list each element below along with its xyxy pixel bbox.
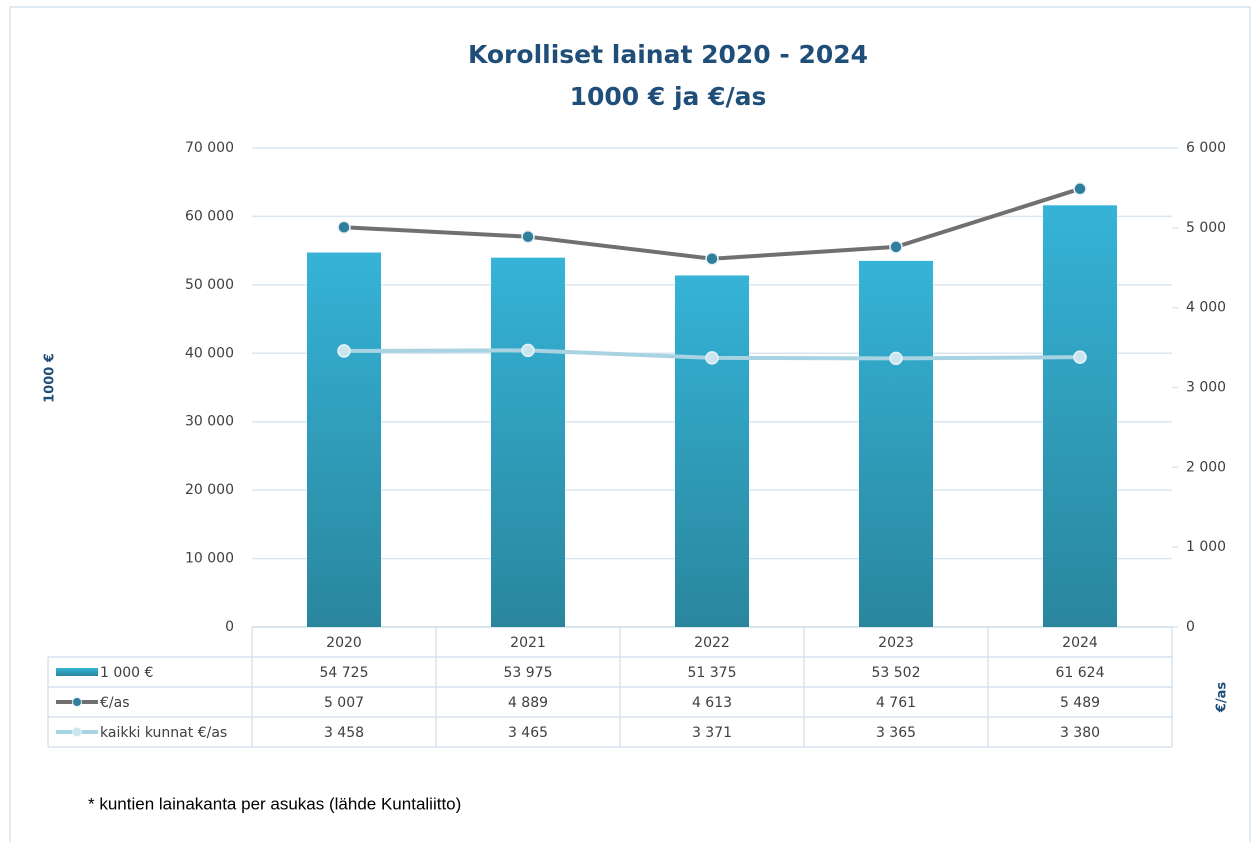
bar [491,257,565,627]
x-tick-label: 2020 [326,635,362,651]
y2-tick-label: 3 000 [1186,380,1226,396]
y-tick-label: 60 000 [185,208,234,224]
x-tick-label: 2024 [1062,635,1098,651]
y2-tick-label: 5 000 [1186,220,1226,236]
y-tick-label: 70 000 [185,140,234,156]
y-tick-label: 10 000 [185,551,234,567]
data-label: 53 975 [504,665,553,681]
footnote: * kuntien lainakanta per asukas (lähde K… [88,794,461,813]
legend-marker [72,727,82,737]
data-label: 61 624 [1056,665,1105,681]
marker [889,240,903,254]
legend-label: 1 000 € [100,665,153,681]
x-tick-label: 2022 [694,635,730,651]
data-label: 5 007 [324,695,364,711]
marker [889,351,903,366]
bar [307,252,381,627]
legend-swatch [56,668,98,676]
data-label: 3 465 [508,725,548,741]
legend-label: kaikki kunnat €/as [100,725,227,741]
y-tick-label: 0 [225,619,234,635]
data-label: 4 761 [876,695,916,711]
chart-subtitle: 1000 € ja €/as [570,82,767,111]
marker [337,344,351,358]
bar [859,260,933,627]
data-label: 51 375 [688,665,737,681]
y2-tick-label: 6 000 [1186,140,1226,156]
y-tick-label: 30 000 [185,414,234,430]
x-tick-label: 2021 [510,635,546,651]
line [343,186,1081,261]
chart-frame [9,6,1251,842]
data-label: 4 613 [692,695,732,711]
y2-tick-label: 2 000 [1186,459,1226,475]
y-axis-title: 1000 € [43,353,58,403]
y-tick-label: 20 000 [185,482,234,498]
data-label: 3 458 [324,725,364,741]
y-tick-label: 50 000 [185,277,234,293]
data-label: 5 489 [1060,695,1100,711]
data-label: 3 365 [876,725,916,741]
legend-marker [72,697,82,707]
data-label: 54 725 [320,665,369,681]
marker [1073,182,1087,196]
y2-tick-label: 0 [1186,619,1195,635]
marker [337,220,351,235]
legend-label: €/as [100,695,130,711]
marker [521,229,535,244]
data-label: 53 502 [872,665,921,681]
marker [521,343,535,358]
x-tick-label: 2023 [878,635,914,651]
chart-title: Korolliset lainat 2020 - 2024 [468,40,868,69]
y2-axis-title: €/as [1215,682,1230,714]
y2-tick-label: 4 000 [1186,300,1226,316]
marker [1073,350,1087,364]
bar [675,275,749,627]
y2-tick-label: 1 000 [1186,539,1226,555]
data-label: 4 889 [508,695,548,711]
data-label: 3 371 [692,725,732,741]
marker [705,351,719,365]
y-tick-label: 40 000 [185,345,234,361]
data-label: 3 380 [1060,725,1100,741]
bar [1043,205,1117,627]
marker [705,251,719,266]
